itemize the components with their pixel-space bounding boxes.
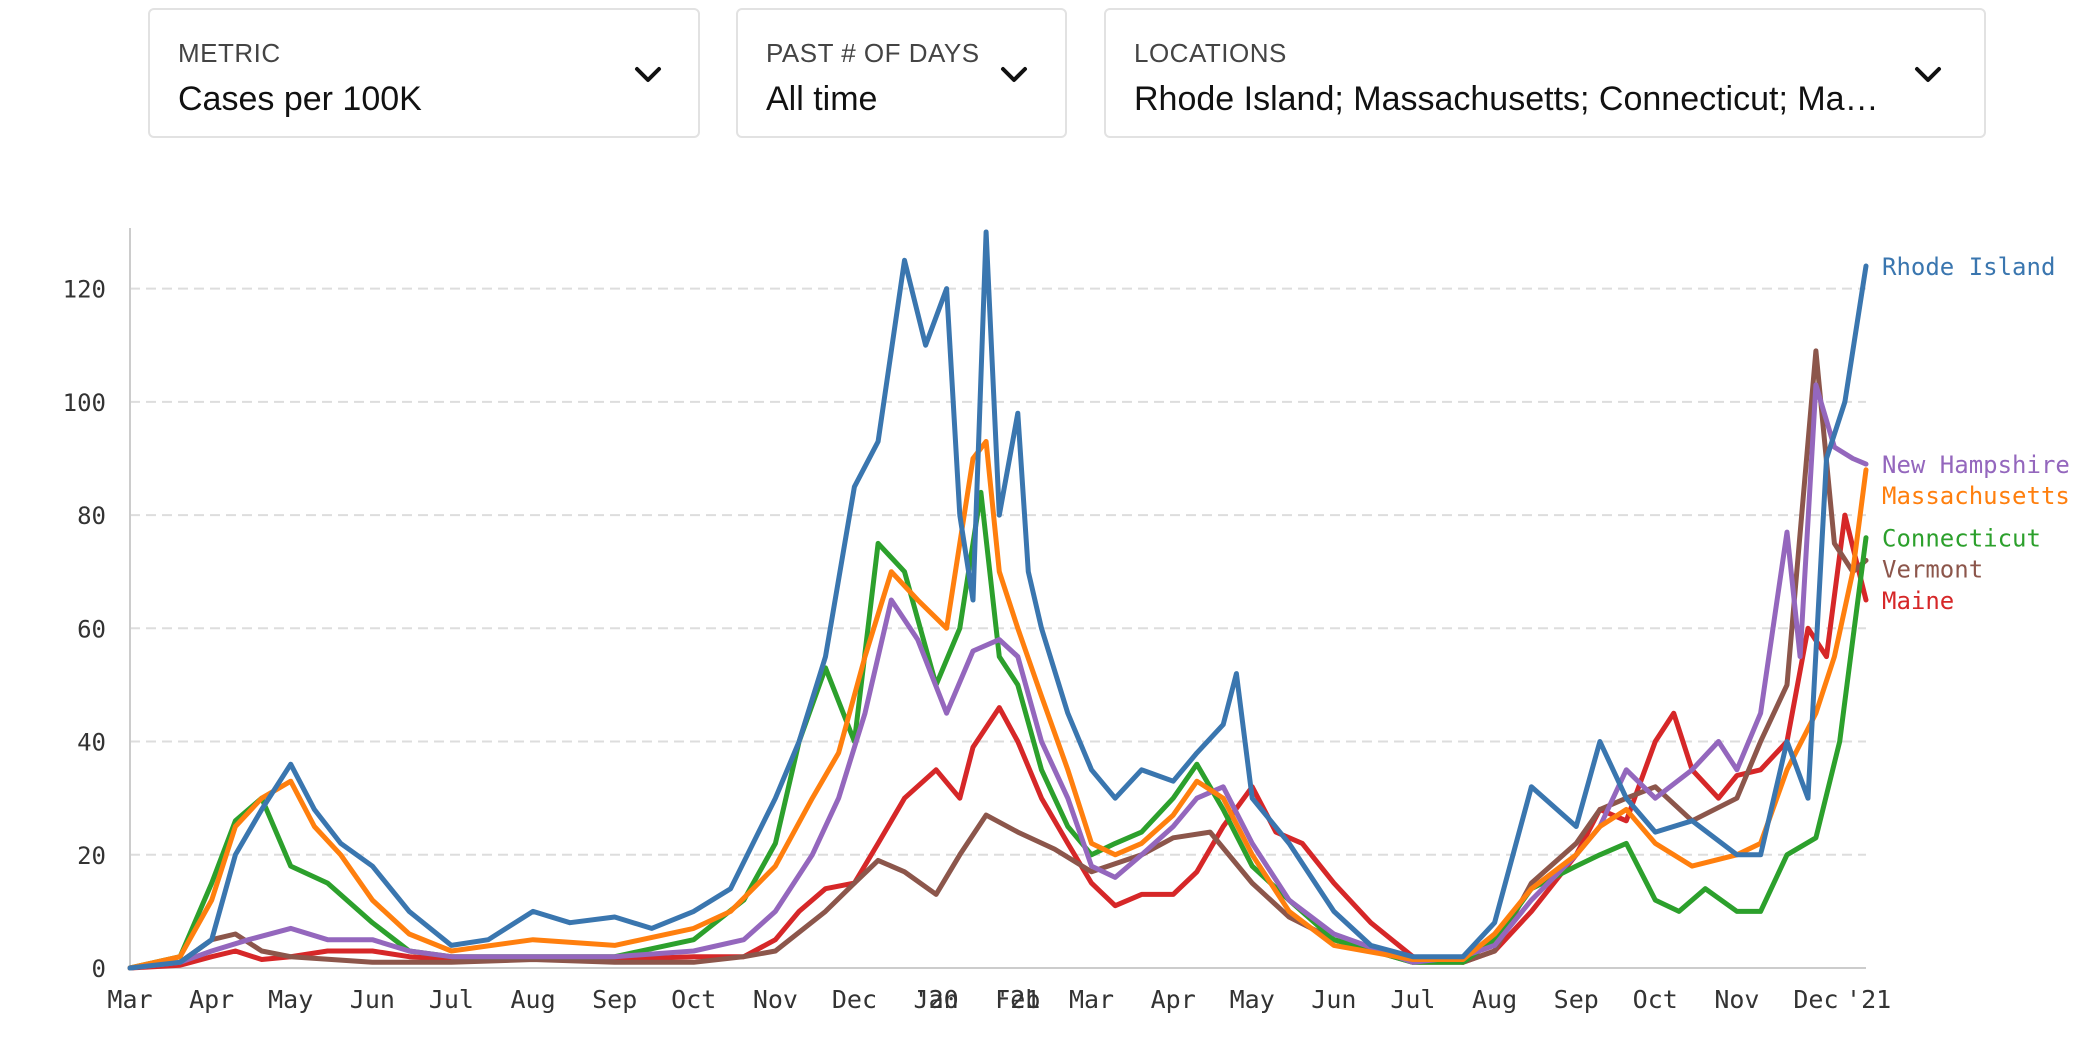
y-tick-label: 60 xyxy=(77,615,106,643)
x-tick-label: '21 xyxy=(995,985,1040,1014)
y-tick-label: 80 xyxy=(77,502,106,530)
x-tick-label: Oct xyxy=(671,985,716,1014)
series-line-new-hampshire xyxy=(127,382,1869,971)
series-end-label: New Hampshire xyxy=(1882,451,2070,479)
chevron-down-icon xyxy=(1001,67,1027,82)
x-tick-label: Oct xyxy=(1633,985,1678,1014)
series-line-rhode-island xyxy=(127,229,1869,971)
x-tick-label: Jul xyxy=(429,985,474,1014)
x-tick-label: Jun xyxy=(350,985,395,1014)
x-tick-label: '20 xyxy=(914,985,959,1014)
series-end-label: Connecticut xyxy=(1882,525,2041,553)
x-tick-label: Apr xyxy=(189,985,234,1014)
chevron-down-icon xyxy=(1915,67,1941,82)
x-tick-label: May xyxy=(1230,985,1275,1014)
series-end-label: Rhode Island xyxy=(1882,253,2055,281)
series-line-vermont xyxy=(127,348,1869,971)
chevron-down-icon xyxy=(635,67,661,82)
series-end-label: Vermont xyxy=(1882,556,1983,584)
x-tick-label: Apr xyxy=(1151,985,1196,1014)
y-tick-label: 100 xyxy=(63,389,106,417)
x-tick-label: Jun xyxy=(1311,985,1356,1014)
x-tick-label: Feb xyxy=(995,985,1040,1014)
x-tick-label: Dec xyxy=(832,985,877,1014)
x-tick-label: Mar xyxy=(107,985,152,1014)
series-line-massachusetts xyxy=(127,439,1869,971)
x-tick-label: Dec xyxy=(1793,985,1838,1014)
x-tick-label: Sep xyxy=(1554,985,1599,1014)
x-tick-label: '21 xyxy=(1846,985,1891,1014)
x-tick-label: Mar xyxy=(1069,985,1114,1014)
x-tick-label: Aug xyxy=(1472,985,1517,1014)
x-tick-label: Nov xyxy=(753,985,798,1014)
x-tick-label: Nov xyxy=(1714,985,1759,1014)
x-tick-label: May xyxy=(268,985,313,1014)
x-tick-label: Sep xyxy=(592,985,637,1014)
metric-dropdown[interactable]: METRIC Cases per 100K xyxy=(148,8,700,138)
locations-dropdown[interactable]: LOCATIONS Rhode Island; Massachusetts; C… xyxy=(1104,8,1986,138)
x-tick-label: Aug xyxy=(510,985,555,1014)
x-tick-label: Jan xyxy=(914,985,959,1014)
series-end-label: Massachusetts xyxy=(1882,482,2070,510)
y-tick-label: 40 xyxy=(77,729,106,757)
metric-label: METRIC xyxy=(178,38,281,68)
days-label: PAST # OF DAYS xyxy=(766,38,980,68)
x-tick-label: Jul xyxy=(1390,985,1435,1014)
y-tick-label: 20 xyxy=(77,842,106,870)
locations-label: LOCATIONS xyxy=(1134,38,1287,68)
y-tick-label: 0 xyxy=(92,955,106,983)
days-dropdown[interactable]: PAST # OF DAYS All time xyxy=(736,8,1067,138)
series-end-label: Maine xyxy=(1882,587,1954,615)
y-tick-label: 120 xyxy=(63,276,106,304)
